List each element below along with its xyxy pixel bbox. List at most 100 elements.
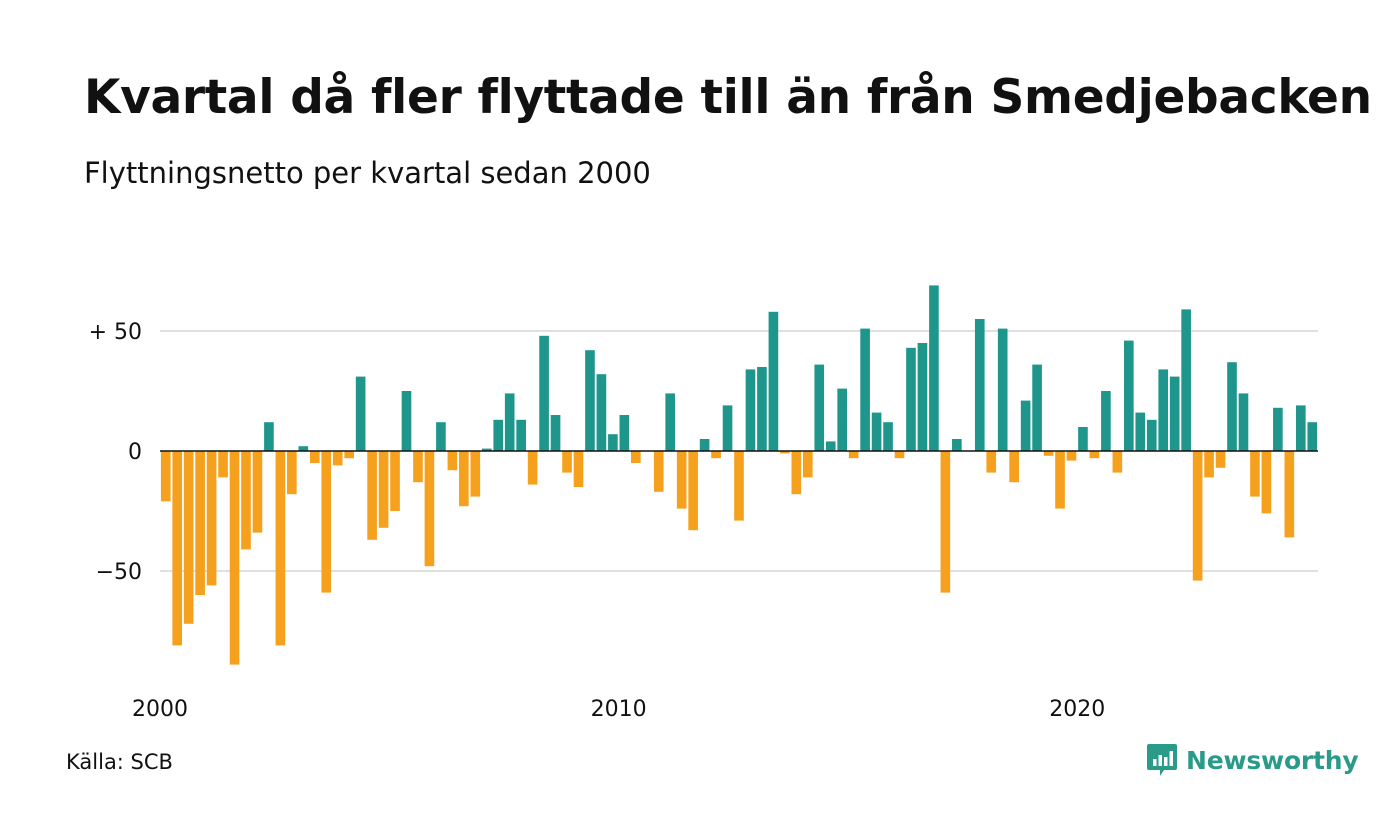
bar bbox=[275, 451, 286, 646]
chart-logo-icon bbox=[1147, 744, 1177, 776]
bar bbox=[1112, 451, 1123, 473]
bar bbox=[653, 451, 664, 492]
bar bbox=[1078, 427, 1088, 451]
bar bbox=[493, 419, 504, 451]
bar bbox=[665, 393, 676, 451]
bar bbox=[940, 451, 951, 593]
bar bbox=[355, 376, 366, 451]
bar bbox=[676, 451, 687, 509]
bar bbox=[1181, 309, 1191, 451]
bar bbox=[745, 369, 756, 451]
bar bbox=[1169, 376, 1180, 451]
bar bbox=[1273, 407, 1283, 451]
bar bbox=[814, 364, 825, 451]
y-tick-label: 0 bbox=[128, 440, 142, 465]
source-note: Källa: SCB bbox=[66, 750, 173, 774]
bar bbox=[734, 451, 744, 521]
bar bbox=[264, 422, 274, 451]
grid-lines bbox=[160, 330, 1318, 572]
y-tick-label: −50 bbox=[96, 560, 142, 585]
bar bbox=[344, 451, 354, 459]
bar bbox=[1135, 412, 1146, 451]
bar bbox=[768, 311, 779, 451]
bar bbox=[470, 451, 481, 497]
bar bbox=[172, 451, 183, 646]
bar-chart: + 50 0 −50 2000 2010 2020 bbox=[89, 285, 1318, 722]
bar bbox=[160, 451, 171, 502]
bar bbox=[424, 451, 435, 567]
bar bbox=[436, 422, 446, 451]
bar bbox=[229, 451, 240, 665]
bar bbox=[780, 451, 790, 454]
bar bbox=[287, 451, 297, 495]
bar bbox=[562, 451, 572, 473]
bar bbox=[195, 451, 205, 595]
bar bbox=[309, 451, 320, 463]
axes: + 50 0 −50 2000 2010 2020 bbox=[89, 320, 1318, 722]
bar bbox=[252, 451, 263, 533]
bar bbox=[1295, 405, 1306, 451]
bar bbox=[1124, 340, 1134, 451]
bar bbox=[757, 367, 767, 451]
bar bbox=[986, 451, 997, 473]
bar bbox=[883, 422, 893, 451]
y-tick-label: + 50 bbox=[89, 320, 142, 345]
bar bbox=[860, 328, 870, 451]
bar bbox=[539, 335, 549, 451]
bar bbox=[550, 415, 561, 451]
bar bbox=[997, 328, 1008, 451]
bar bbox=[722, 405, 733, 451]
bar bbox=[1089, 451, 1100, 459]
bar bbox=[1215, 451, 1226, 468]
bar bbox=[1009, 451, 1019, 483]
bar bbox=[974, 319, 985, 451]
bar bbox=[504, 393, 515, 451]
bars bbox=[160, 285, 1318, 665]
bar bbox=[917, 343, 928, 451]
bar bbox=[791, 451, 802, 495]
bar bbox=[688, 451, 698, 531]
bar bbox=[481, 448, 492, 451]
bar bbox=[608, 434, 618, 451]
bar bbox=[1055, 451, 1065, 509]
bar bbox=[413, 451, 423, 483]
bar bbox=[1227, 362, 1237, 451]
bar bbox=[332, 451, 343, 466]
bar bbox=[367, 451, 377, 540]
bar bbox=[802, 451, 813, 478]
bar bbox=[206, 451, 217, 586]
bar bbox=[459, 451, 469, 507]
chart-title: Kvartal då fler flyttade till än från Sm… bbox=[84, 70, 1372, 125]
bar bbox=[619, 415, 630, 451]
chart-subtitle: Flyttningsnetto per kvartal sedan 2000 bbox=[84, 156, 651, 190]
bar bbox=[1043, 451, 1054, 456]
bar bbox=[585, 350, 595, 451]
bar bbox=[596, 374, 607, 451]
bar bbox=[929, 285, 939, 451]
bar bbox=[711, 451, 721, 459]
x-tick-label: 2010 bbox=[591, 697, 647, 722]
bar bbox=[1238, 393, 1249, 451]
bar bbox=[516, 419, 526, 451]
brand-name: Newsworthy bbox=[1186, 745, 1359, 775]
bar bbox=[871, 412, 882, 451]
bar bbox=[241, 451, 251, 550]
bar bbox=[390, 451, 400, 511]
bar bbox=[298, 446, 309, 451]
bar bbox=[1284, 451, 1295, 538]
bar bbox=[218, 451, 228, 478]
bar bbox=[183, 451, 194, 624]
bar bbox=[1066, 451, 1077, 461]
bar bbox=[1261, 451, 1272, 514]
bar bbox=[321, 451, 332, 593]
bar bbox=[1250, 451, 1260, 497]
bar bbox=[1192, 451, 1203, 581]
bar bbox=[1204, 451, 1214, 478]
x-tick-label: 2000 bbox=[132, 697, 188, 722]
brand-logo[interactable]: Newsworthy bbox=[1146, 742, 1359, 778]
x-tick-label: 2020 bbox=[1049, 697, 1105, 722]
bar bbox=[1307, 422, 1318, 451]
bar bbox=[699, 439, 710, 451]
bar bbox=[378, 451, 389, 528]
bar bbox=[1101, 391, 1111, 451]
